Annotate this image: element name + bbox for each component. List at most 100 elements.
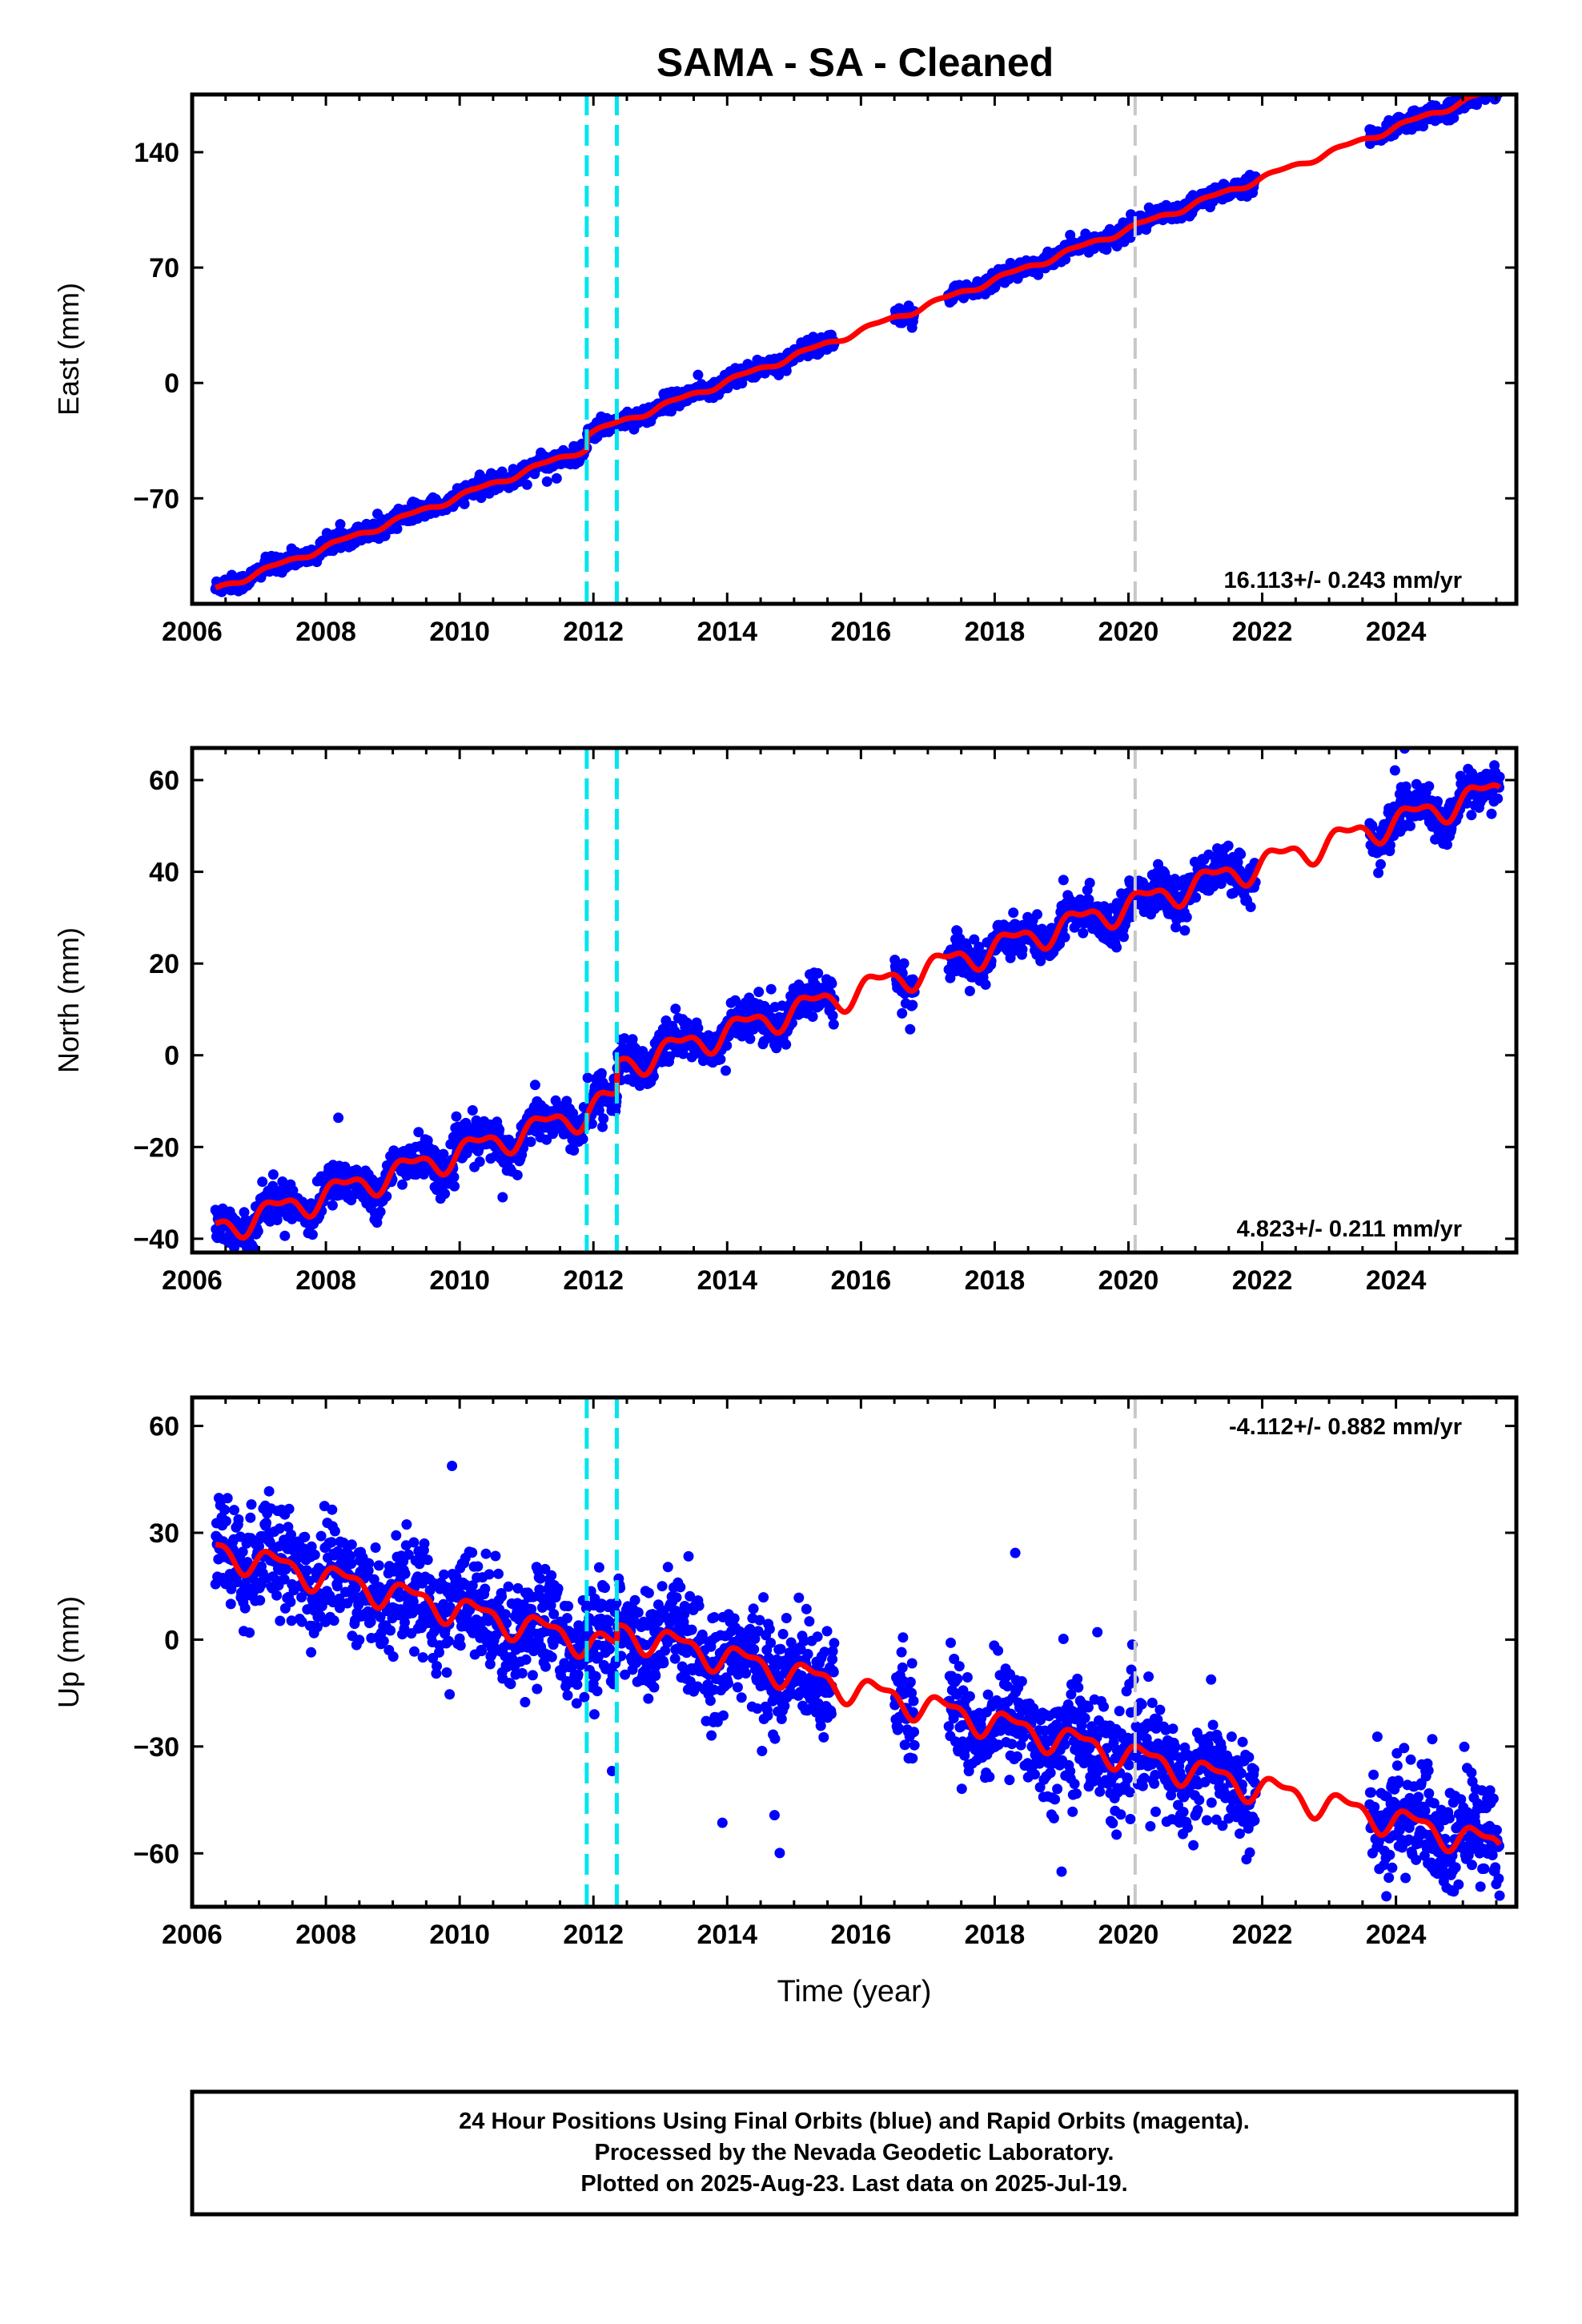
data-point	[551, 472, 562, 484]
data-point	[327, 1200, 338, 1211]
data-point	[225, 1598, 236, 1610]
data-point	[737, 378, 748, 389]
x-tick-label: 2018	[965, 1265, 1026, 1296]
x-tick-label: 2024	[1366, 617, 1427, 647]
data-point	[279, 1230, 291, 1241]
data-point	[813, 967, 824, 979]
data-point	[459, 498, 470, 509]
y-tick-label: 140	[134, 138, 179, 168]
x-tick-label: 2010	[429, 1265, 490, 1296]
x-tick-label: 2010	[429, 617, 490, 647]
data-point	[328, 1615, 339, 1626]
data-point	[693, 1023, 704, 1034]
data-point	[1457, 83, 1468, 94]
data-point	[521, 479, 532, 490]
data-point	[1181, 911, 1192, 923]
data-point	[1223, 840, 1234, 851]
model-line	[213, 94, 1488, 591]
x-tick-label: 2014	[697, 1265, 757, 1296]
data-point	[271, 1590, 283, 1601]
data-point	[1017, 944, 1028, 955]
x-tick-label: 2024	[1366, 1265, 1427, 1296]
data-point	[1059, 931, 1070, 943]
data-point	[1484, 78, 1495, 89]
x-tick-label: 2022	[1232, 1265, 1293, 1296]
data-point	[781, 1039, 792, 1050]
data-point	[275, 1615, 286, 1626]
data-point	[1235, 849, 1247, 860]
data-point	[807, 1011, 818, 1022]
data-point	[1101, 244, 1112, 255]
y-tick-label: 70	[149, 253, 179, 283]
data-point	[541, 476, 552, 487]
data-point	[1179, 925, 1191, 936]
x-tick-label: 2006	[162, 617, 223, 647]
data-point	[449, 1180, 460, 1192]
data-point	[257, 1176, 268, 1188]
data-point	[1495, 81, 1505, 91]
data-point	[494, 1124, 505, 1136]
data-point	[1474, 82, 1484, 92]
x-tick-label: 2006	[162, 1265, 223, 1296]
data-point	[219, 1504, 231, 1515]
data-point	[263, 1486, 275, 1497]
data-point	[1125, 232, 1136, 243]
data-point	[307, 1229, 318, 1240]
data-point	[577, 1133, 588, 1144]
data-point	[335, 519, 346, 530]
north-panel: 2006 2008 2010 2012 2014 2016 2018 2020 2022 2024…	[52, 746, 1519, 1296]
y-axis-label: North (mm)	[52, 927, 85, 1073]
data-point	[285, 1596, 296, 1607]
y-tick-label: 60	[149, 766, 179, 796]
data-point	[1479, 83, 1489, 94]
data-point	[244, 1627, 255, 1638]
x-tick-label: 2020	[1098, 617, 1159, 647]
data-point	[229, 1505, 239, 1516]
data-point	[233, 1514, 244, 1525]
data-point	[1118, 931, 1129, 943]
data-point	[1492, 78, 1503, 89]
data-point	[261, 1518, 271, 1529]
x-tick-label: 2008	[295, 617, 356, 647]
y-tick-label: 20	[149, 949, 179, 979]
data-point	[306, 1647, 317, 1658]
data-point	[438, 1148, 449, 1160]
data-point	[448, 1172, 460, 1183]
y-tick-label: 0	[164, 368, 179, 399]
data-point	[283, 1503, 295, 1514]
data-point	[765, 983, 777, 995]
data-point	[1493, 78, 1504, 89]
data-point	[1432, 796, 1443, 807]
data-point	[255, 1594, 266, 1606]
data-point	[245, 1512, 256, 1523]
data-point	[905, 1023, 916, 1035]
data-point	[1078, 927, 1089, 939]
data-point	[781, 365, 792, 376]
x-tick-label: 2016	[831, 1265, 892, 1296]
x-tick-label: 2018	[965, 617, 1026, 647]
data-point	[309, 1550, 320, 1560]
rate-label: 4.823+/- 0.211 mm/yr	[1237, 1216, 1462, 1242]
data-point	[670, 1003, 681, 1015]
data-point	[497, 1192, 508, 1203]
data-point	[907, 999, 918, 1011]
data-point	[397, 1179, 408, 1190]
data-point	[329, 1526, 340, 1537]
data-point	[222, 1493, 233, 1504]
data-point	[745, 1033, 756, 1044]
data-point	[598, 1113, 609, 1124]
data-point	[476, 493, 487, 504]
data-point	[327, 1504, 338, 1515]
x-tick-label: 2012	[563, 617, 624, 647]
data-point	[964, 986, 975, 996]
data-point	[753, 987, 765, 998]
x-tick-label: 2008	[295, 1265, 356, 1296]
data-point	[1245, 902, 1256, 912]
data-point	[596, 1068, 607, 1079]
data-point	[693, 369, 704, 380]
data-points	[210, 748, 1505, 1252]
data-point	[1492, 81, 1503, 91]
data-point	[375, 1206, 386, 1217]
data-point	[246, 1499, 257, 1510]
